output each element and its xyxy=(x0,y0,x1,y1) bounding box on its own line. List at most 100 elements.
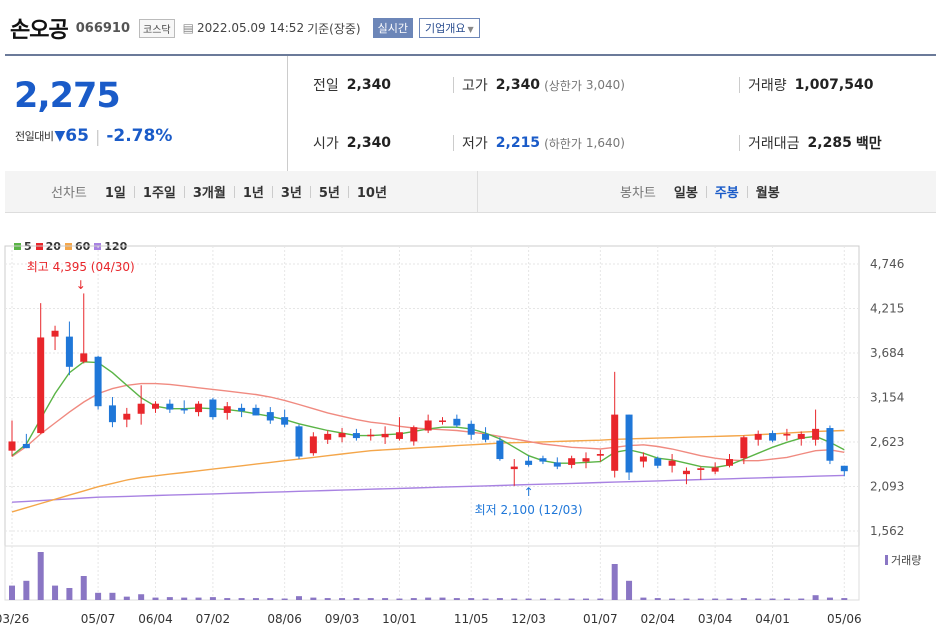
candle-body xyxy=(740,437,748,459)
y-tick-label: 1,562 xyxy=(870,524,904,538)
high-price: 고가 2,340 (상한가 3,040) xyxy=(462,56,625,114)
candle-body xyxy=(295,426,303,457)
divider xyxy=(133,185,135,198)
candle-body xyxy=(467,423,475,435)
candle-body xyxy=(496,440,504,460)
candle-period-item[interactable]: 월봉 xyxy=(755,186,780,201)
candle-body xyxy=(324,433,332,440)
period-item[interactable]: 1일 xyxy=(104,186,126,201)
volume-bar xyxy=(525,598,532,600)
trade-value: 거래대금 2,285 백만 xyxy=(748,114,882,172)
volume-bar xyxy=(296,596,302,600)
down-arrow-icon: ▼ xyxy=(54,128,66,144)
line-chart-periods: 선차트 1일 1주일 3개월 1년 3년 5년 10년 xyxy=(51,171,387,212)
x-tick-label: 01/07 xyxy=(583,612,618,626)
divider xyxy=(739,135,740,151)
candle-body xyxy=(410,427,418,442)
trade-value-label: 거래대금 xyxy=(748,136,800,152)
volume-bar xyxy=(66,588,73,600)
change-amount: 65 xyxy=(65,126,89,146)
candle-period-item[interactable]: 일봉 xyxy=(673,186,698,201)
volume-bar xyxy=(396,598,403,600)
volume-bar xyxy=(468,598,475,600)
volume-bar xyxy=(353,598,360,600)
candle-body xyxy=(826,428,834,461)
candle-body xyxy=(769,433,777,441)
low-annotation: 최저 2,100 (12/03) xyxy=(475,503,583,517)
x-tick-label: 12/03 xyxy=(511,612,546,626)
y-tick-label: 4,215 xyxy=(870,302,904,316)
current-price-box: 2,275 전일대비 ▼ 65 | -2.78% xyxy=(5,56,288,172)
period-item[interactable]: 1년 xyxy=(242,186,264,201)
low-value: 2,215 xyxy=(495,135,541,151)
volume-bar xyxy=(755,598,762,600)
period-item[interactable]: 1주일 xyxy=(142,186,176,201)
candle-body xyxy=(381,433,389,438)
volume-bar xyxy=(597,598,604,600)
volume-bar xyxy=(267,598,274,600)
period-selector: 선차트 1일 1주일 3개월 1년 3년 5년 10년 봉차트 일봉 주봉 월봉 xyxy=(5,171,936,213)
divider xyxy=(746,185,748,198)
candle-body xyxy=(625,414,633,473)
candle-body xyxy=(352,433,360,439)
candle-body xyxy=(65,336,73,367)
period-item[interactable]: 5년 xyxy=(318,186,340,201)
candle-body xyxy=(639,456,647,462)
divider xyxy=(705,185,707,198)
candle-body xyxy=(180,408,188,411)
volume-bar xyxy=(496,598,503,600)
candle-body xyxy=(783,433,791,436)
volume-bar xyxy=(37,552,44,600)
x-tick-label: 05/06 xyxy=(827,612,862,626)
period-item[interactable]: 10년 xyxy=(356,186,387,201)
volume-bar xyxy=(654,598,661,600)
volume-bar xyxy=(52,585,59,600)
volume-bar xyxy=(410,598,417,600)
calendar-icon: ▤ xyxy=(182,21,194,35)
volume-bar xyxy=(95,592,102,600)
volume-bar xyxy=(611,564,618,600)
volume-bar xyxy=(697,598,704,600)
x-tick-label: 05/07 xyxy=(81,612,116,626)
volume-bar xyxy=(181,597,188,600)
volume-legend-swatch xyxy=(885,555,888,565)
volume-bar xyxy=(669,598,676,600)
volume-bar xyxy=(439,597,446,600)
y-tick-label: 3,684 xyxy=(870,346,904,360)
candle-body xyxy=(395,432,403,439)
candle-body xyxy=(166,403,174,410)
candle-body xyxy=(582,458,590,462)
period-item[interactable]: 3년 xyxy=(280,186,302,201)
realtime-button[interactable]: 실시간 xyxy=(372,18,413,38)
volume-bar xyxy=(195,597,202,600)
volume-bar xyxy=(640,597,647,600)
divider xyxy=(233,185,235,198)
quote-row-1: 전일 2,340 고가 2,340 (상한가 3,040) 거래량 1,007,540 xyxy=(287,56,936,114)
volume-bar xyxy=(281,598,288,600)
volume-bar xyxy=(310,597,317,600)
x-tick-label: 11/05 xyxy=(454,612,489,626)
candle-body xyxy=(453,418,461,426)
change-percent: -2.78% xyxy=(106,126,173,146)
volume-bar xyxy=(209,597,216,600)
candle-body xyxy=(611,414,619,471)
divider xyxy=(453,77,454,93)
market-badge: 코스닥 xyxy=(139,18,175,38)
candle-body xyxy=(152,403,159,409)
company-overview-button[interactable]: 기업개요 ▼ xyxy=(418,18,480,38)
candle-body xyxy=(682,470,690,475)
x-tick-label: 10/01 xyxy=(382,612,417,626)
volume-bar xyxy=(224,598,231,600)
divider xyxy=(739,77,740,93)
candle-period-item[interactable]: 주봉 xyxy=(714,186,739,201)
x-tick-label: 02/04 xyxy=(640,612,675,626)
candle-body xyxy=(209,399,217,418)
volume-bar xyxy=(238,598,245,600)
period-item[interactable]: 3개월 xyxy=(192,186,226,201)
open-value: 2,340 xyxy=(346,135,392,151)
quote-basis: 기준(장중) xyxy=(307,21,361,36)
divider xyxy=(183,185,185,198)
candle-chart-periods: 봉차트 일봉 주봉 월봉 xyxy=(620,171,780,212)
current-price: 2,275 xyxy=(14,76,121,116)
